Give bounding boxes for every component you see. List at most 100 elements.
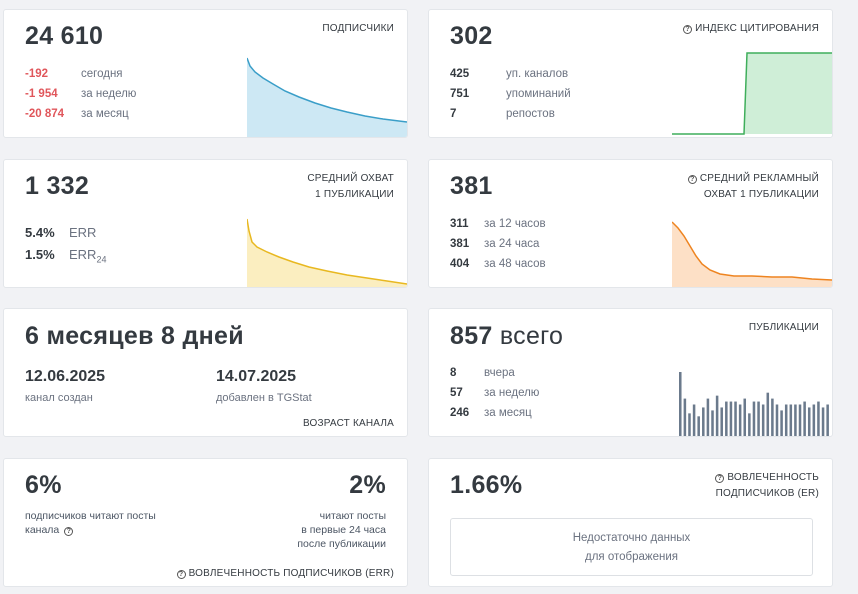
stat-label: за неделю (81, 88, 137, 100)
publications-bar[interactable] (688, 413, 691, 437)
stat-label: за 48 часов (484, 258, 546, 270)
er-label-text: ВОВЛЕЧЕННОСТЬ (727, 472, 819, 483)
err-label-text: ВОВЛЕЧЕННОСТЬ ПОДПИСЧИКОВ (ERR) (188, 568, 394, 579)
publications-bar[interactable] (761, 404, 765, 438)
err-24h-line1: читают посты (319, 510, 386, 522)
er-value: 1.66% (450, 471, 523, 499)
no-data-line1: Недостаточно данных (572, 532, 691, 544)
stat-value: 751 (450, 88, 470, 100)
stat-row-channels: 425 уп. каналов (450, 64, 600, 84)
stat-row-month: -20 874 за месяц (25, 104, 175, 124)
subscribers-chart[interactable] (247, 54, 407, 138)
stat-row-12h: 311 за 12 часов (450, 214, 600, 234)
publications-bar[interactable] (826, 404, 829, 438)
stat-row-today: -192 сегодня (25, 64, 175, 84)
subscribers-chart-line (247, 57, 407, 123)
err-readers-line1: подписчиков читают посты (25, 510, 156, 522)
stat-label: за месяц (484, 407, 532, 419)
publications-bar[interactable] (729, 401, 733, 437)
publications-bar[interactable] (807, 407, 811, 437)
er-card[interactable]: 1.66% ? ВОВЛЕЧЕННОСТЬ ПОДПИСЧИКОВ (ER) Не… (428, 458, 833, 587)
publications-bar[interactable] (692, 404, 696, 438)
publications-bar[interactable] (748, 413, 751, 437)
stat-value: 381 (450, 238, 470, 250)
publications-bar[interactable] (789, 404, 793, 438)
ad-reach-card[interactable]: 381 ? СРЕДНИЙ РЕКЛАМНЫЙ ОХВАТ 1 ПУБЛИКАЦИ… (428, 159, 833, 288)
publications-chart[interactable] (679, 367, 831, 437)
publications-bar[interactable] (803, 401, 806, 437)
info-icon[interactable]: ? (687, 175, 697, 184)
stat-label: репостов (506, 108, 555, 120)
created-label: канал создан (25, 392, 93, 404)
info-icon[interactable]: ? (683, 25, 693, 34)
publications-card[interactable]: 857 всего ПУБЛИКАЦИИ 8 вчера 57 за недел… (428, 308, 833, 437)
added-label: добавлен в TGStat (216, 392, 312, 404)
stat-value: 425 (450, 68, 470, 80)
err24-row: 1.5% ERR24 (25, 245, 175, 265)
publications-bar[interactable] (706, 398, 710, 437)
publications-bar[interactable] (798, 404, 802, 438)
stat-value: 8 (450, 367, 457, 379)
citation-chart[interactable] (672, 50, 832, 136)
ad-reach-chart[interactable] (672, 220, 832, 288)
info-icon[interactable]: ? (715, 474, 725, 483)
reach-chart[interactable] (247, 217, 407, 288)
publications-bar[interactable] (817, 401, 820, 437)
err-percent-24h: 2% (349, 471, 386, 499)
err24-subscript: 24 (96, 254, 107, 265)
err-24h-line3: после публикации (297, 538, 386, 550)
reach-card[interactable]: 1 332 СРЕДНИЙ ОХВАТ 1 ПУБЛИКАЦИИ 5.4% ER… (3, 159, 408, 288)
stat-label: сегодня (81, 68, 123, 80)
stat-label: за 24 часа (484, 238, 540, 250)
stat-row-mentions: 751 упоминаний (450, 84, 600, 104)
added-date: 14.07.2025 (216, 368, 297, 385)
stat-label: за месяц (81, 108, 129, 120)
stat-label: упоминаний (506, 88, 571, 100)
publications-bar[interactable] (697, 416, 700, 437)
subscribers-chart-area (247, 58, 407, 137)
stat-value: -1 954 (25, 88, 58, 100)
publications-bar[interactable] (784, 404, 788, 438)
info-icon[interactable]: ? (64, 527, 74, 536)
stat-row-month: 246 за месяц (450, 403, 600, 423)
publications-bar[interactable] (711, 410, 714, 437)
publications-bar[interactable] (775, 404, 779, 438)
channel-age-label: ВОЗРАСТ КАНАЛА (302, 418, 394, 429)
publications-bar[interactable] (771, 398, 774, 437)
er-label: ? ВОВЛЕЧЕННОСТЬ ПОДПИСЧИКОВ (ER) (715, 470, 819, 502)
publications-bar[interactable] (812, 404, 816, 438)
publications-bar[interactable] (679, 372, 682, 437)
stat-value: 311 (450, 218, 469, 230)
info-icon[interactable]: ? (176, 570, 186, 579)
stat-value: -20 874 (25, 108, 65, 120)
stat-value: -192 (25, 68, 49, 80)
err-card[interactable]: 6% подписчиков читают посты канала ? 2% … (3, 458, 408, 587)
ad-reach-label-line2: ОХВАТ 1 ПУБЛИКАЦИИ (703, 189, 819, 200)
channel-age-card[interactable]: 6 месяцев 8 дней 12.06.2025 канал создан… (3, 308, 408, 437)
publications-bar[interactable] (794, 404, 797, 438)
publications-bar[interactable] (821, 407, 825, 437)
no-data-line2: для отображения (585, 551, 678, 563)
publications-bar[interactable] (738, 404, 742, 438)
ad-reach-label-text: СРЕДНИЙ РЕКЛАМНЫЙ (699, 173, 819, 184)
publications-bar[interactable] (752, 401, 756, 437)
publications-bar[interactable] (725, 401, 728, 437)
publications-bar[interactable] (702, 407, 705, 437)
err-row: 5.4% ERR (25, 223, 175, 243)
publications-total-suffix: всего (499, 322, 564, 350)
subscribers-card[interactable]: 24 610 ПОДПИСЧИКИ -192 сегодня -1 954 за… (3, 9, 408, 138)
reach-label-line2: 1 ПУБЛИКАЦИИ (315, 189, 394, 200)
publications-bar[interactable] (743, 398, 747, 437)
publications-bar[interactable] (683, 398, 687, 437)
err-24h-text: читают посты в первые 24 часа после публ… (297, 509, 386, 551)
citation-card[interactable]: 302 ? ИНДЕКС ЦИТИРОВАНИЯ 425 уп. каналов … (428, 9, 833, 138)
publications-bar[interactable] (720, 407, 723, 437)
ad-reach-label: ? СРЕДНИЙ РЕКЛАМНЫЙ ОХВАТ 1 ПУБЛИКАЦИИ (687, 171, 819, 203)
publications-bar[interactable] (766, 392, 770, 437)
publications-bar[interactable] (734, 401, 737, 437)
reach-chart-line (247, 218, 407, 285)
publications-bar[interactable] (780, 410, 783, 437)
subscribers-count: 24 610 (25, 22, 104, 50)
publications-bar[interactable] (757, 401, 760, 437)
publications-bar[interactable] (715, 395, 719, 437)
